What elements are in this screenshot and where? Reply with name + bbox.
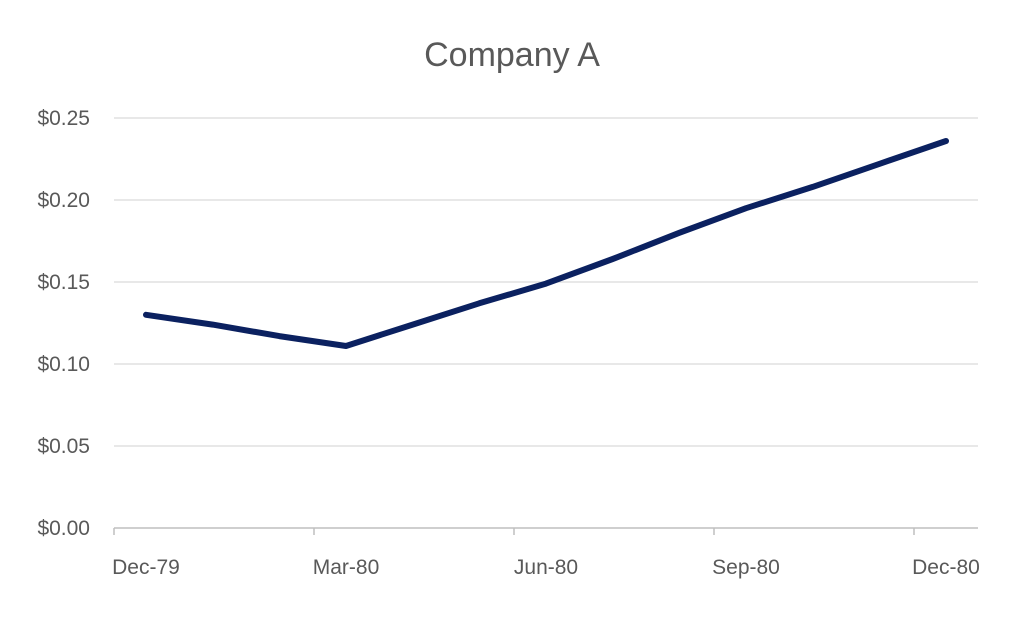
series-line <box>143 138 949 349</box>
x-tick-label: Sep-80 <box>712 556 780 579</box>
x-tick-label: Dec-79 <box>112 556 180 579</box>
y-tick-label: $0.25 <box>37 107 90 130</box>
y-tick-label: $0.05 <box>37 435 90 458</box>
chart-title: Company A <box>424 36 600 74</box>
x-axis-tick-labels: Dec-79 Mar-80 Jun-80 Sep-80 Dec-80 <box>112 556 980 579</box>
y-tick-label: $0.20 <box>37 189 90 212</box>
x-axis <box>113 527 978 535</box>
y-tick-label: $0.10 <box>37 353 90 376</box>
x-tick-label: Jun-80 <box>514 556 578 579</box>
x-tick-label: Mar-80 <box>313 556 380 579</box>
x-tick-label: Dec-80 <box>912 556 980 579</box>
y-tick-label: $0.15 <box>37 271 90 294</box>
y-axis-tick-labels: $0.00 $0.05 $0.10 $0.15 $0.20 $0.25 <box>37 107 90 540</box>
y-tick-label: $0.00 <box>37 517 90 540</box>
series-layer <box>143 138 949 349</box>
